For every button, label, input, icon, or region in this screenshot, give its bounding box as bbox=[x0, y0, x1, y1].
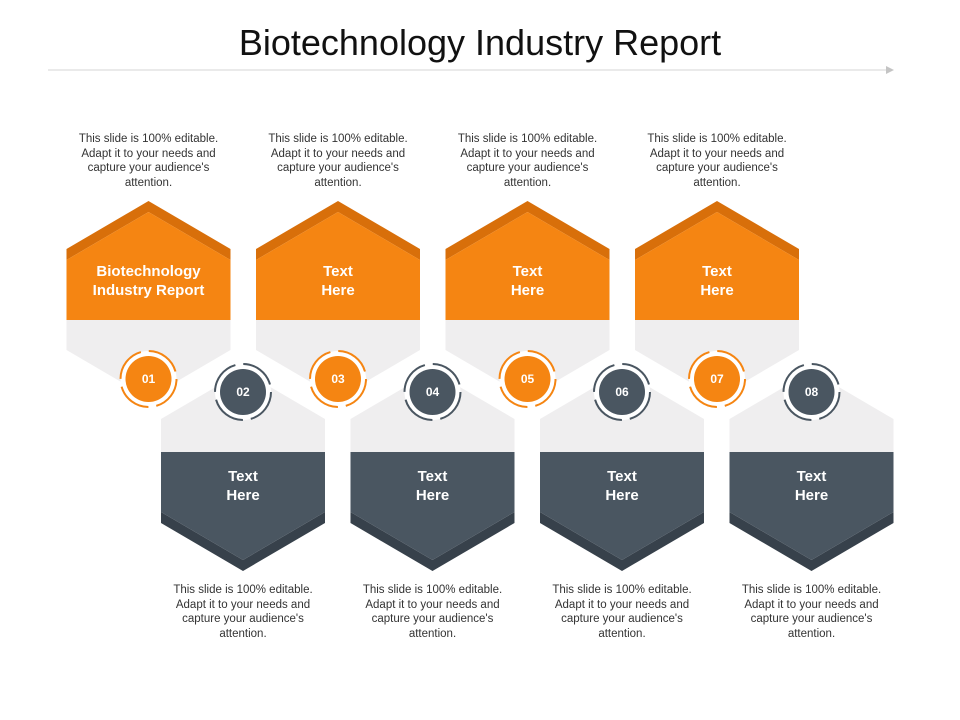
step-number: 05 bbox=[520, 372, 535, 386]
hexagon-colored-half bbox=[66, 212, 231, 320]
step-label: Text Here bbox=[226, 468, 260, 504]
page-title: Biotechnology Industry Report bbox=[238, 22, 722, 63]
hexagon-colored-half bbox=[256, 212, 420, 320]
step-description: This slide is 100% editable. Adapt it to… bbox=[457, 133, 598, 189]
hexagon-cap bbox=[161, 512, 325, 571]
number-badge bbox=[688, 350, 746, 408]
step-label: Text Here bbox=[510, 263, 545, 299]
step-number: 03 bbox=[331, 372, 345, 386]
badge-fill bbox=[599, 369, 645, 415]
step-label: Text Here bbox=[794, 468, 829, 504]
step-number: 08 bbox=[804, 385, 819, 399]
badge-fill bbox=[504, 356, 551, 402]
number-badge bbox=[309, 350, 367, 408]
number-badge bbox=[498, 350, 557, 408]
hexagon-colored-half bbox=[635, 212, 799, 320]
badge-fill bbox=[315, 356, 361, 402]
number-badge bbox=[403, 363, 462, 421]
number-badge bbox=[119, 350, 178, 408]
number-badge bbox=[214, 363, 272, 421]
step-description: This slide is 100% editable. Adapt it to… bbox=[741, 584, 882, 640]
hexagon-cap bbox=[445, 201, 610, 260]
hexagon-cap bbox=[635, 201, 799, 260]
step-number: 02 bbox=[236, 385, 250, 399]
badge-fill bbox=[409, 369, 456, 415]
step-description: This slide is 100% editable. Adapt it to… bbox=[78, 133, 219, 189]
badge-fill bbox=[788, 369, 835, 415]
step-description: This slide is 100% editable. Adapt it to… bbox=[268, 133, 408, 189]
badge-fill bbox=[694, 356, 740, 402]
hexagon-colored-half bbox=[445, 212, 610, 320]
step-number: 06 bbox=[615, 385, 629, 399]
hexagon-cap bbox=[540, 512, 704, 571]
step-label: Biotechnology Industry Report bbox=[92, 263, 205, 299]
title-divider-arrow bbox=[48, 66, 894, 74]
number-badge bbox=[782, 363, 841, 421]
hexagon-colored-half bbox=[540, 452, 704, 560]
step-number: 07 bbox=[710, 372, 724, 386]
number-badge bbox=[593, 363, 651, 421]
badge-fill bbox=[220, 369, 266, 415]
step-number: 04 bbox=[425, 385, 440, 399]
step-label: Text Here bbox=[605, 468, 639, 504]
badge-fill bbox=[125, 356, 172, 402]
step-number: 01 bbox=[141, 372, 156, 386]
hexagon-cap bbox=[729, 512, 894, 571]
hexagon-cap bbox=[256, 201, 420, 260]
step-label: Text Here bbox=[321, 263, 355, 299]
step-description: This slide is 100% editable. Adapt it to… bbox=[173, 584, 313, 640]
step-description: This slide is 100% editable. Adapt it to… bbox=[362, 584, 503, 640]
step-description: This slide is 100% editable. Adapt it to… bbox=[647, 133, 787, 189]
step-label: Text Here bbox=[700, 263, 734, 299]
hexagon-colored-half bbox=[161, 452, 325, 560]
hexagon-cap bbox=[350, 512, 515, 571]
hexagon-cap bbox=[66, 201, 231, 260]
step-label: Text Here bbox=[415, 468, 450, 504]
hexagon-colored-half bbox=[729, 452, 894, 560]
hexagon-colored-half bbox=[350, 452, 515, 560]
step-description: This slide is 100% editable. Adapt it to… bbox=[552, 584, 692, 640]
